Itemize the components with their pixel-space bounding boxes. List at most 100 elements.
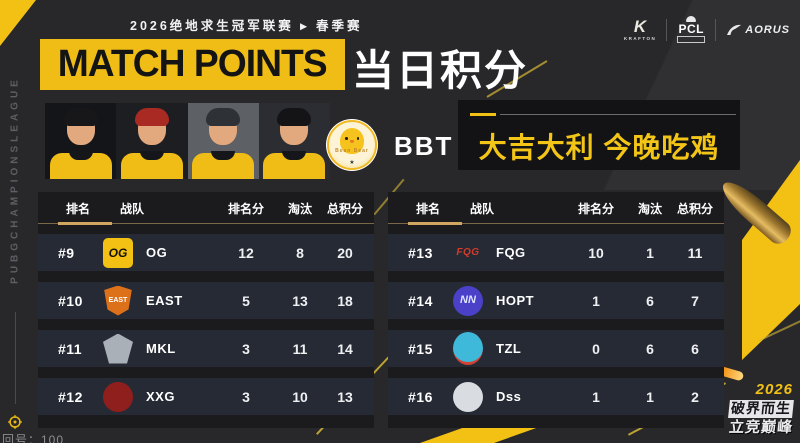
league-vertical-text: PUBGCHAMPIONSLEAGUE: [9, 76, 21, 284]
total-points: 13: [337, 388, 353, 405]
table-row: #10 EAST EAST 5 13 18: [38, 282, 374, 319]
krafton-logo: K KRAFTON: [624, 18, 656, 42]
league-subtitle: 2026绝地求生冠军联赛 ▸ 春季赛: [130, 19, 363, 33]
total-points: 2: [691, 388, 699, 405]
team-name: MKL: [146, 341, 176, 356]
player-photo: [116, 103, 188, 179]
krafton-label: KRAFTON: [623, 35, 657, 41]
placement-points: 10: [588, 244, 604, 261]
elimination-points: 11: [292, 340, 308, 357]
mkl-logo: [103, 333, 133, 364]
aorus-label: AORUS: [745, 23, 790, 36]
col-total: 总积分: [326, 202, 363, 216]
col-team: 战队: [470, 202, 495, 216]
rank-cell: #11: [58, 340, 83, 357]
badge-inner: Bean Bear ★: [327, 120, 377, 170]
badge-arc-text: Bean Bear: [335, 148, 369, 154]
total-points: 18: [337, 292, 353, 309]
badge-star-icon: ★: [349, 160, 355, 166]
jersey-collar: [68, 151, 93, 160]
sponsor-logos: K KRAFTON PCL AORUS: [624, 16, 790, 43]
table-row: #14 NN HOPT 1 6 7: [388, 282, 724, 319]
team-name: Dss: [496, 389, 522, 404]
rank-cell: #9: [58, 244, 75, 261]
daily-points-title: 当日积分: [352, 47, 529, 94]
elimination-points: 13: [292, 292, 308, 309]
table-row: #15 TZL 0 6 6: [388, 330, 724, 367]
rank-cell: #13: [408, 244, 433, 261]
sponsor-divider: [715, 18, 717, 41]
table-row: #11 MKL 3 11 14: [38, 330, 374, 367]
col-rank: 排名: [415, 202, 440, 216]
pcl-logo: PCL: [677, 16, 706, 43]
elimination-points: 1: [646, 244, 654, 261]
aorus-falcon-icon: [727, 24, 742, 35]
col-total: 总积分: [676, 202, 713, 216]
rank-cell: #14: [408, 292, 433, 309]
pcl-label: PCL: [678, 22, 705, 36]
rank-cell: #15: [408, 340, 433, 357]
placement-points: 3: [242, 340, 250, 357]
elimination-points: 10: [292, 388, 308, 405]
yellow-diagonal-band: [742, 160, 800, 360]
xxg-logo: [103, 381, 133, 412]
player-photo: [45, 103, 117, 179]
jersey-collar: [139, 151, 164, 160]
rank-cell: #10: [58, 292, 83, 309]
table-row: #13 FQG FQG 10 1 11: [388, 234, 724, 271]
col-elims: 淘汰: [287, 202, 312, 216]
table-row: #12 XXG 3 10 13: [38, 378, 374, 415]
slogan-rule-line: [500, 114, 736, 115]
sponsor-divider: [666, 18, 668, 41]
col-placement: 排名分: [227, 202, 264, 216]
elimination-points: 6: [646, 340, 654, 357]
chick-mascot-icon: [340, 128, 364, 154]
slogan-panel: [458, 100, 740, 170]
winner-slogan: 大吉大利 今晚吃鸡: [478, 132, 720, 163]
season-slogan-block: 2026 破界而生 立竞巅峰: [728, 380, 794, 439]
season-slogan-line1: 破界而生: [728, 400, 794, 418]
elimination-points: 1: [646, 388, 654, 405]
placement-points: 12: [238, 244, 254, 261]
og-logo: OG: [103, 237, 133, 268]
slogan-accent-segment: [470, 113, 496, 116]
total-points: 11: [687, 244, 703, 261]
table-header: 排名 战队 排名分 淘汰 总积分: [38, 192, 374, 225]
player-photo: [187, 103, 259, 179]
col-placement: 排名分: [577, 202, 614, 216]
season-slogan-line2: 立竞巅峰: [728, 419, 794, 437]
total-points: 6: [691, 340, 699, 357]
crosshair-icon: [8, 415, 22, 434]
jersey-collar: [211, 151, 236, 160]
table-rows: #9 OG OG 12 8 20 #10 EAST EAST 5 13 18 #…: [38, 224, 374, 415]
table-header: 排名 战队 排名分 淘汰 总积分: [388, 192, 724, 225]
team-name: TZL: [496, 341, 522, 356]
team-name: EAST: [146, 293, 183, 308]
placement-points: 3: [242, 388, 250, 405]
player-photo: [258, 103, 330, 179]
team-name: OG: [146, 245, 168, 260]
player-hair: [277, 108, 312, 126]
placement-points: 0: [592, 340, 600, 357]
rank-cell: #16: [408, 388, 433, 405]
team-name: FQG: [496, 245, 526, 260]
krafton-k-icon: K: [633, 16, 647, 36]
player-hair: [206, 108, 241, 126]
pcl-banner-icon: [677, 36, 706, 43]
hopt-logo: NN: [453, 285, 483, 316]
player-hair: [63, 108, 98, 126]
bbt-team-badge: Bean Bear ★: [326, 119, 378, 171]
jersey-collar: [282, 151, 307, 160]
stream-counter-text: 回号：100: [2, 433, 65, 443]
col-team: 战队: [120, 202, 145, 216]
dss-logo: [453, 381, 483, 412]
rank-cell: #12: [58, 388, 83, 405]
team-name: XXG: [146, 389, 175, 404]
col-elims: 淘汰: [637, 202, 662, 216]
player-photo-strip: [45, 103, 330, 179]
season-year: 2026: [755, 380, 793, 398]
table-rows: #13 FQG FQG 10 1 11 #14 NN HOPT 1 6 7 #1…: [388, 224, 724, 415]
total-points: 14: [337, 340, 353, 357]
corner-triangle: [0, 0, 36, 46]
